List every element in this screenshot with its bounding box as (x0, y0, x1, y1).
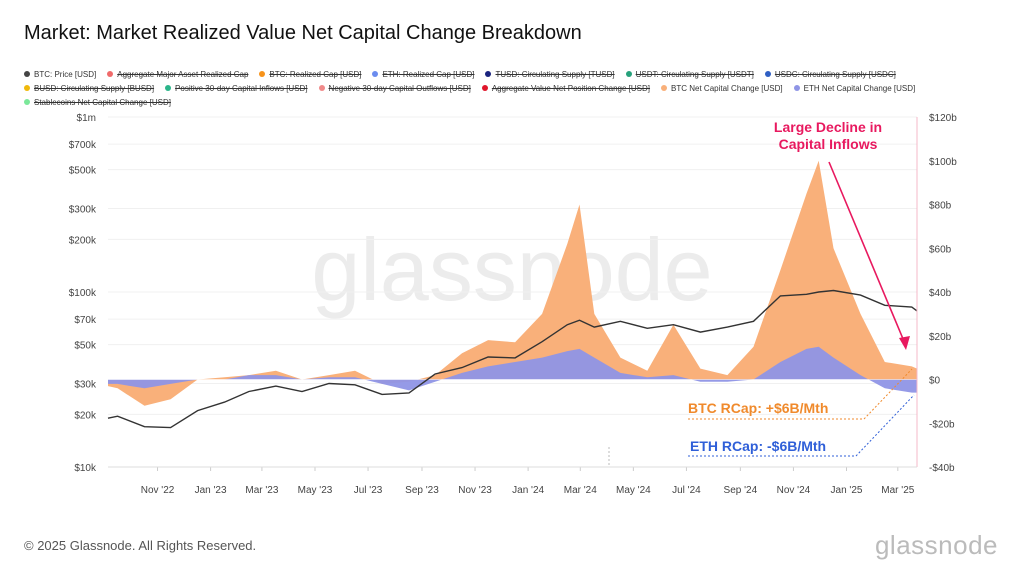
legend-item[interactable]: BUSD: Circulating Supply [BUSD] (24, 82, 154, 96)
legend-label: Aggregate Major Asset Realized Cap (117, 70, 249, 79)
legend-label: ETH Net Capital Change [USD] (803, 84, 916, 93)
legend-dot-icon (24, 71, 30, 77)
legend-item[interactable]: Aggregate Major Asset Realized Cap (107, 68, 248, 82)
btc-price-line (107, 289, 918, 429)
right-tick-label: $100b (929, 157, 957, 168)
x-tick-label: May '24 (616, 485, 651, 496)
legend-dot-icon (661, 85, 668, 91)
right-tick-label: $80b (929, 201, 952, 212)
left-tick-label: $30k (74, 380, 97, 391)
legend-item[interactable]: Aggregate Value Net Position Change [USD… (481, 82, 651, 96)
x-tick-label: Nov '23 (458, 485, 492, 496)
legend-row: BTC: Price [USD] Aggregate Major Asset Re… (24, 68, 926, 82)
annotation-text: Large Decline in (774, 119, 882, 135)
legend-item[interactable]: USDC: Circulating Supply [USDC] (764, 68, 896, 82)
eth-leader-line (688, 394, 915, 457)
right-tick-label: $20b (929, 332, 952, 343)
x-tick-label: Jul '23 (354, 485, 383, 496)
right-tick-label: $40b (929, 288, 952, 299)
x-tick-label: Sep '23 (405, 485, 439, 496)
legend-item[interactable]: Negative 30-day Capital Outflows [USD] (318, 82, 471, 96)
legend-dot-icon (259, 71, 266, 77)
legend-item[interactable]: BTC: Price [USD] (24, 68, 96, 82)
left-tick-label: $700k (69, 140, 97, 151)
copyright: © 2025 Glassnode. All Rights Reserved. (24, 538, 257, 553)
legend-label: BUSD: Circulating Supply [BUSD] (34, 84, 155, 93)
legend-row: BUSD: Circulating Supply [BUSD] Positive … (24, 82, 926, 96)
btc-leader-line (688, 368, 913, 420)
arrow-head-icon (899, 336, 910, 350)
legend-label: TUSD: Circulating Supply [TUSD] (495, 70, 615, 79)
x-tick-label: Jan '24 (512, 485, 544, 496)
legend-label: BTC: Price [USD] (34, 70, 97, 79)
legend-dot-icon (165, 85, 172, 91)
legend-label: BTC: Realized Cap [USD] (269, 70, 362, 79)
legend-label: USDC: Circulating Supply [USDC] (774, 70, 896, 79)
left-tick-label: $20k (74, 410, 97, 421)
watermark: glassnode (311, 220, 712, 319)
left-tick-label: $500k (69, 166, 97, 177)
legend-item[interactable]: Stablecoins Net Capital Change [USD] (24, 96, 171, 110)
legend-item[interactable]: Positive 30-day Capital Inflows [USD] (165, 82, 308, 96)
series-area-2 (108, 346, 917, 393)
legend-item[interactable]: ETH Net Capital Change [USD] (793, 82, 916, 96)
legend-item[interactable]: BTC Net Capital Change [USD] (661, 82, 783, 96)
x-tick-label: Sep '24 (724, 485, 758, 496)
legend-dot-icon (485, 71, 492, 77)
legend-label: Aggregate Value Net Position Change [USD… (491, 84, 651, 93)
legend-dot-icon (625, 71, 632, 77)
annotation-text: Capital Inflows (779, 136, 878, 152)
left-tick-label: $200k (69, 235, 97, 246)
x-tick-label: Jul '24 (672, 485, 701, 496)
legend-dot-icon (24, 85, 30, 91)
legend-label: USDT: Circulating Supply [USDT] (635, 70, 754, 79)
x-tick-label: Mar '24 (564, 485, 597, 496)
x-tick-label: May '23 (298, 485, 333, 496)
right-tick-label: -$40b (929, 463, 955, 474)
x-tick-label: Mar '25 (881, 485, 914, 496)
legend-dot-icon (372, 71, 379, 77)
legend-dot-icon (107, 71, 114, 77)
legend: BTC: Price [USD] Aggregate Major Asset Re… (24, 68, 926, 110)
left-tick-label: $1m (77, 113, 96, 124)
legend-label: Positive 30-day Capital Inflows [USD] (175, 84, 308, 93)
legend-dot-icon (318, 85, 325, 91)
right-tick-label: -$20b (929, 419, 955, 430)
annotation-text: BTC RCap: +$6B/Mth (688, 400, 828, 416)
left-tick-label: $70k (74, 315, 97, 326)
legend-dot-icon (24, 99, 30, 105)
legend-label: ETH: Realized Cap [USD] (382, 70, 475, 79)
x-tick-label: Nov '24 (777, 485, 811, 496)
left-tick-label: $10k (74, 463, 97, 474)
right-tick-label: $60b (929, 244, 952, 255)
x-tick-label: Jan '25 (831, 485, 863, 496)
legend-label: BTC Net Capital Change [USD] (671, 84, 783, 93)
legend-row: Stablecoins Net Capital Change [USD] (24, 96, 926, 110)
legend-label: Stablecoins Net Capital Change [USD] (34, 98, 171, 107)
legend-item[interactable]: ETH: Realized Cap [USD] (372, 68, 474, 82)
arrow-line (828, 161, 907, 347)
glassnode-logo: glassnode (874, 530, 998, 560)
left-tick-label: $300k (69, 205, 97, 216)
x-tick-label: Jan '23 (195, 485, 227, 496)
x-tick-label: Mar '23 (245, 485, 278, 496)
x-tick-label: Nov '22 (141, 485, 175, 496)
legend-label: Negative 30-day Capital Outflows [USD] (328, 84, 471, 93)
chart-title: Market: Market Realized Value Net Capita… (24, 22, 582, 44)
legend-item[interactable]: BTC: Realized Cap [USD] (259, 68, 361, 82)
legend-dot-icon (481, 85, 488, 91)
left-tick-label: $100k (69, 288, 97, 299)
legend-item[interactable]: TUSD: Circulating Supply [TUSD] (485, 68, 615, 82)
legend-item[interactable]: USDT: Circulating Supply [USDT] (625, 68, 754, 82)
right-tick-label: $0 (929, 376, 941, 387)
annotation-text: ETH RCap: -$6B/Mth (690, 438, 826, 454)
series-area-1 (108, 160, 917, 406)
legend-dot-icon (793, 85, 800, 91)
right-tick-label: $120b (929, 113, 957, 124)
legend-dot-icon (764, 71, 771, 77)
left-tick-label: $50k (74, 341, 97, 352)
